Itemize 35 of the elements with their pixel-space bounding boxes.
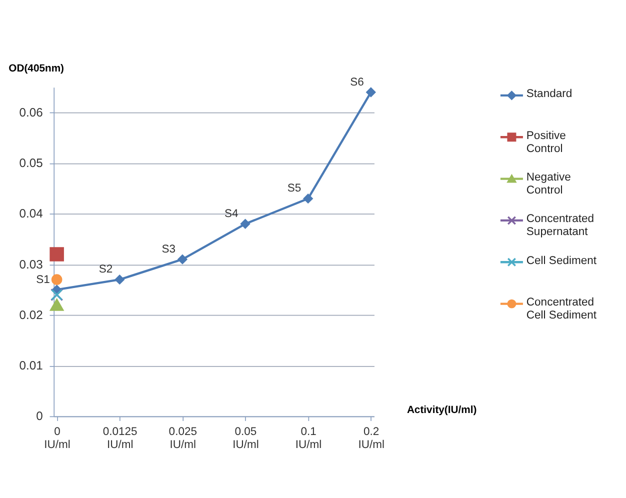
x-tick-label: 0.1 IU/ml — [295, 426, 322, 451]
annotation: S1 — [36, 274, 50, 286]
y-tick-label: 0.03 — [19, 257, 44, 272]
y-tick-label: 0 — [36, 409, 44, 424]
y-axis-title: OD(405nm) — [8, 64, 64, 75]
legend-label: Negative Control — [526, 172, 571, 197]
legend-label: Standard — [526, 88, 572, 100]
annotation: S5 — [287, 182, 302, 195]
point — [240, 219, 250, 229]
point — [178, 254, 188, 264]
x-tick-label: 0.05 IU/ml — [232, 426, 259, 451]
legend-label: Positive Control — [526, 130, 566, 155]
point — [366, 88, 376, 98]
point — [114, 274, 124, 284]
point — [50, 247, 64, 262]
x-tick-label: 0 IU/ml — [44, 426, 70, 451]
y-tick-label: 0.05 — [19, 156, 44, 170]
legend-label: Concentrated Supernatant — [526, 213, 594, 238]
annotation: S2 — [98, 264, 113, 276]
y-tick-label: 0.01 — [19, 358, 44, 373]
point — [303, 194, 313, 204]
y-tick-label: 0.02 — [19, 308, 44, 322]
legend-label: Concentrated Cell Sediment — [526, 296, 598, 322]
y-tick-label: 0.06 — [19, 105, 44, 120]
annotation: S3 — [162, 243, 176, 256]
annotation: S6 — [350, 76, 364, 88]
x-tick-label: 0.0125 IU/ml — [102, 426, 138, 451]
legend-label: Cell Sediment — [526, 254, 598, 267]
point — [51, 274, 62, 285]
annotation: S4 — [224, 208, 238, 220]
x-tick-label: 0.025 IU/ml — [168, 426, 197, 451]
x-axis-title: Activity(IU/ml) — [406, 404, 477, 416]
x-tick-label: 0.2 IU/ml — [358, 426, 384, 451]
point — [50, 298, 64, 311]
y-tick-label: 0.04 — [19, 206, 44, 221]
